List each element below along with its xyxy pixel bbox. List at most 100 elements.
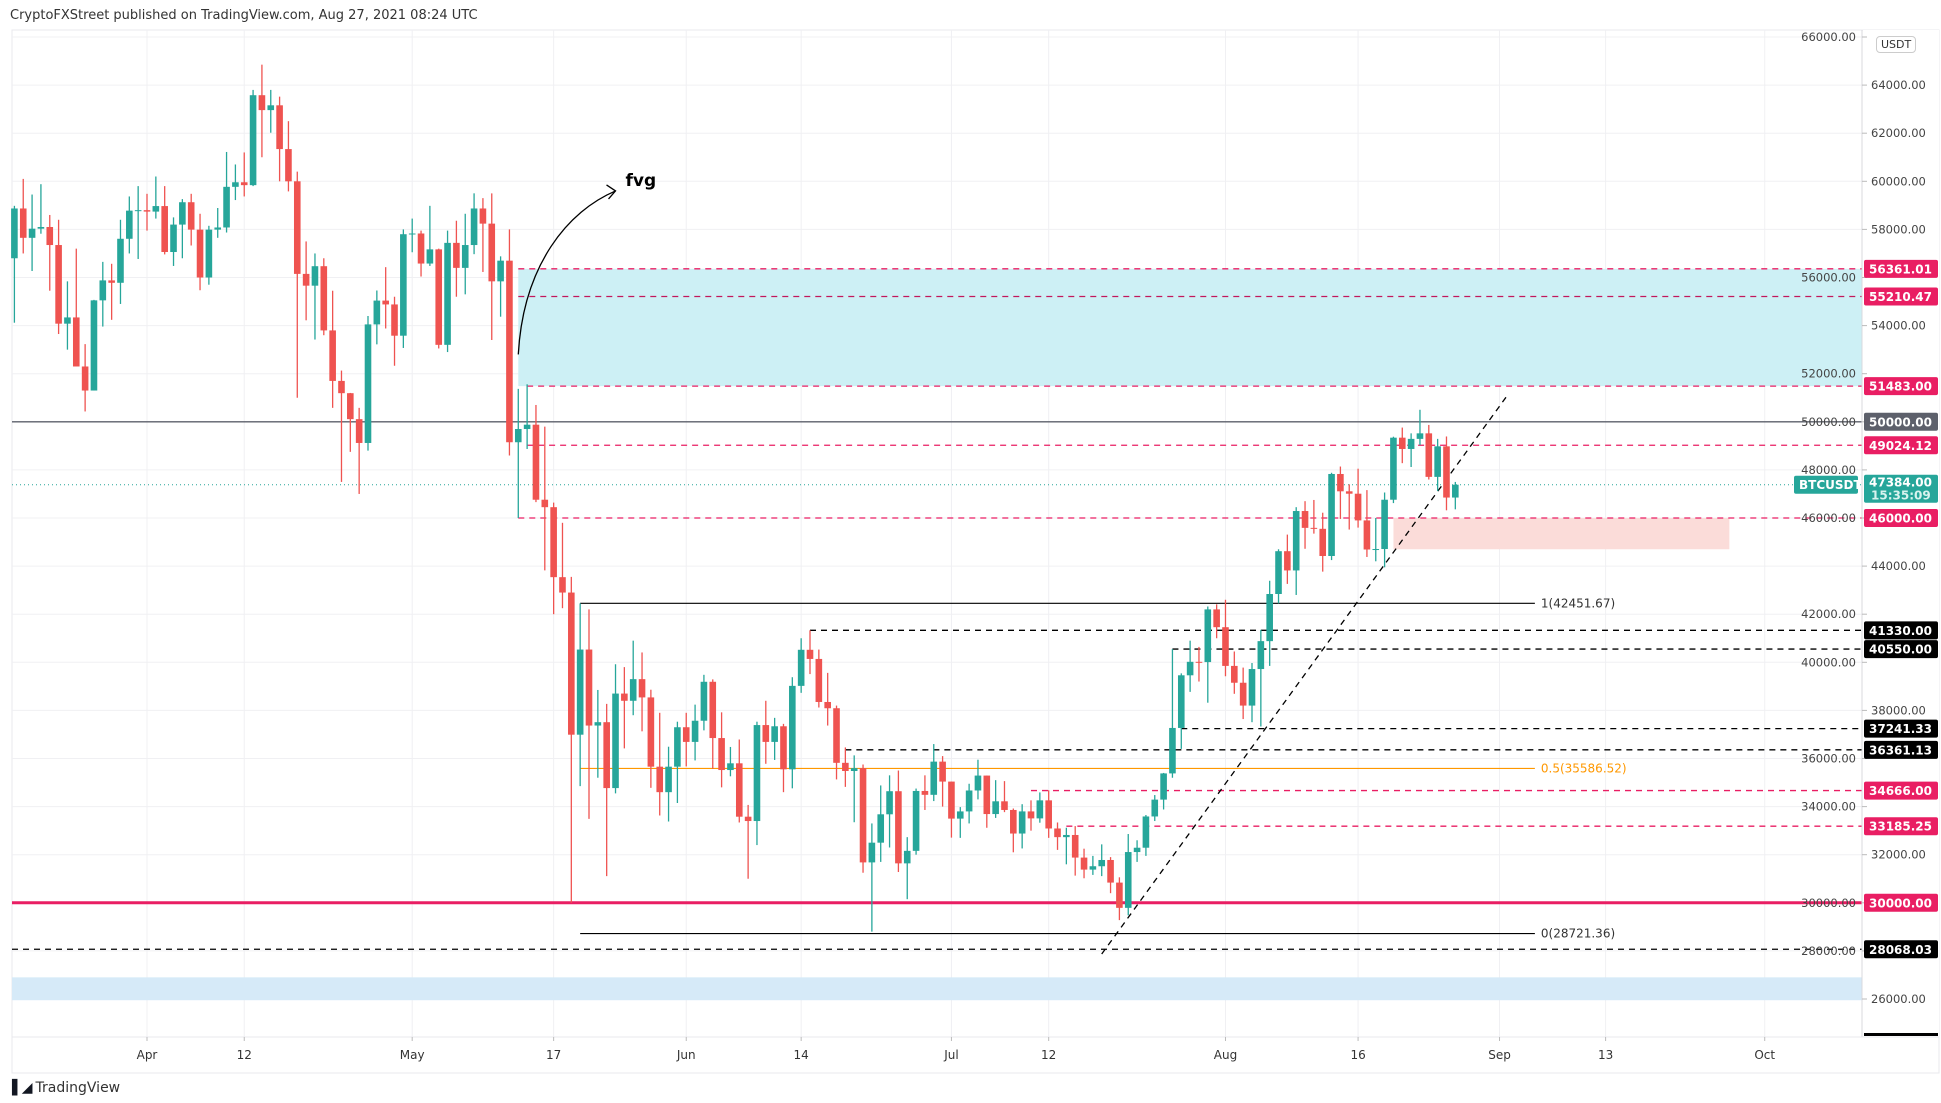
candle (152, 176, 160, 219)
candle (1328, 472, 1335, 561)
candle-body (1266, 593, 1273, 642)
footer: ▌◢ TradingView (12, 1080, 120, 1096)
candle (780, 723, 787, 793)
currency-badge[interactable]: USDT (1876, 36, 1917, 53)
candle (762, 700, 770, 764)
candle (1381, 492, 1388, 568)
price-tag-label: 41330.00 (1869, 624, 1932, 638)
candle-body (1124, 852, 1132, 908)
candle-body (240, 182, 248, 186)
candle (842, 747, 849, 787)
candle (1319, 512, 1327, 572)
candle-body (753, 725, 761, 822)
candle-body (585, 649, 593, 726)
candle (276, 96, 283, 182)
brand-name[interactable]: TradingView (35, 1080, 121, 1096)
price-tick-label: 60000.00 (1871, 174, 1926, 188)
candle-body (1098, 859, 1106, 867)
candle (939, 756, 946, 807)
candle-body (1089, 866, 1097, 870)
candle (311, 253, 319, 340)
candle (117, 219, 124, 304)
candle (19, 178, 27, 254)
candle-body (1036, 800, 1044, 819)
date-tick-label: Apr (137, 1048, 158, 1062)
candle (267, 89, 275, 133)
candle-body (1248, 669, 1256, 706)
candle-body (903, 850, 911, 864)
candle-body (895, 791, 902, 864)
candle (1434, 438, 1441, 492)
candle-body (134, 210, 142, 212)
date-tick-label: Jul (943, 1048, 958, 1062)
price-tick-label: 56000.00 (1801, 271, 1856, 285)
price-tag-label: 46000.00 (1869, 512, 1932, 526)
price-tag (1864, 436, 1938, 455)
demand-zone (1393, 518, 1730, 550)
price-tick-label: 40000.00 (1801, 655, 1856, 669)
candle-body (276, 105, 283, 150)
candle (771, 717, 778, 760)
candle (789, 677, 796, 789)
candle (1195, 646, 1203, 682)
fib-level-label: 0.5(35586.52) (1541, 761, 1627, 775)
candle (205, 225, 213, 285)
price-tag (1864, 377, 1938, 396)
candle (391, 296, 398, 366)
candle-body (594, 722, 602, 726)
candle (1063, 827, 1070, 865)
candle (1027, 800, 1035, 831)
candle-body (665, 766, 672, 793)
candle-body (1328, 473, 1335, 556)
candle (594, 689, 602, 778)
candle-body (1345, 491, 1353, 494)
price-tag-label: 30000.00 (1869, 896, 1932, 910)
candle (488, 193, 496, 341)
candle-body (90, 300, 98, 391)
candle-body (1354, 493, 1362, 521)
candle (461, 213, 469, 295)
candle-body (939, 761, 946, 782)
candle-body (1257, 641, 1265, 670)
publisher-header: CryptoFXStreet published on TradingView.… (10, 8, 478, 23)
candle-body (1213, 609, 1220, 628)
candle (868, 823, 876, 932)
price-tick-label: 38000.00 (1871, 703, 1926, 717)
candle (355, 407, 363, 494)
candle-body (806, 649, 814, 659)
fib-level-label: 0(28721.36) (1541, 927, 1615, 941)
candle-body (744, 816, 752, 822)
candle (859, 764, 867, 873)
price-tag (1864, 781, 1938, 800)
candle (179, 199, 186, 259)
candle-body (621, 693, 628, 701)
fvg-arrow (517, 190, 616, 355)
candle-body (285, 149, 292, 182)
candle (408, 218, 416, 253)
candle-body (19, 208, 27, 238)
fvg-label: fvg (626, 171, 657, 191)
price-tick-label: 30000.00 (1801, 896, 1856, 910)
candle (1275, 549, 1282, 604)
price-tick-label: 36000.00 (1801, 752, 1856, 766)
date-tick-label: May (400, 1048, 425, 1062)
candle (735, 739, 743, 823)
date-tick-label: 12 (1041, 1048, 1056, 1062)
candle-body (700, 681, 708, 721)
candle (1337, 466, 1344, 519)
candle-body (638, 679, 646, 698)
candle (1010, 808, 1017, 853)
date-tick-label: 16 (1350, 1048, 1365, 1062)
candle-body (1398, 437, 1406, 449)
candle (1001, 781, 1008, 813)
candle (629, 640, 637, 716)
candle (523, 384, 531, 449)
candle-body (718, 738, 725, 771)
candle-body (762, 725, 770, 742)
fib-level-label: 1(42451.67) (1541, 596, 1615, 610)
price-tag (1864, 412, 1938, 431)
candle (647, 689, 655, 788)
candle-body (179, 202, 186, 225)
candle-body (1363, 520, 1371, 550)
